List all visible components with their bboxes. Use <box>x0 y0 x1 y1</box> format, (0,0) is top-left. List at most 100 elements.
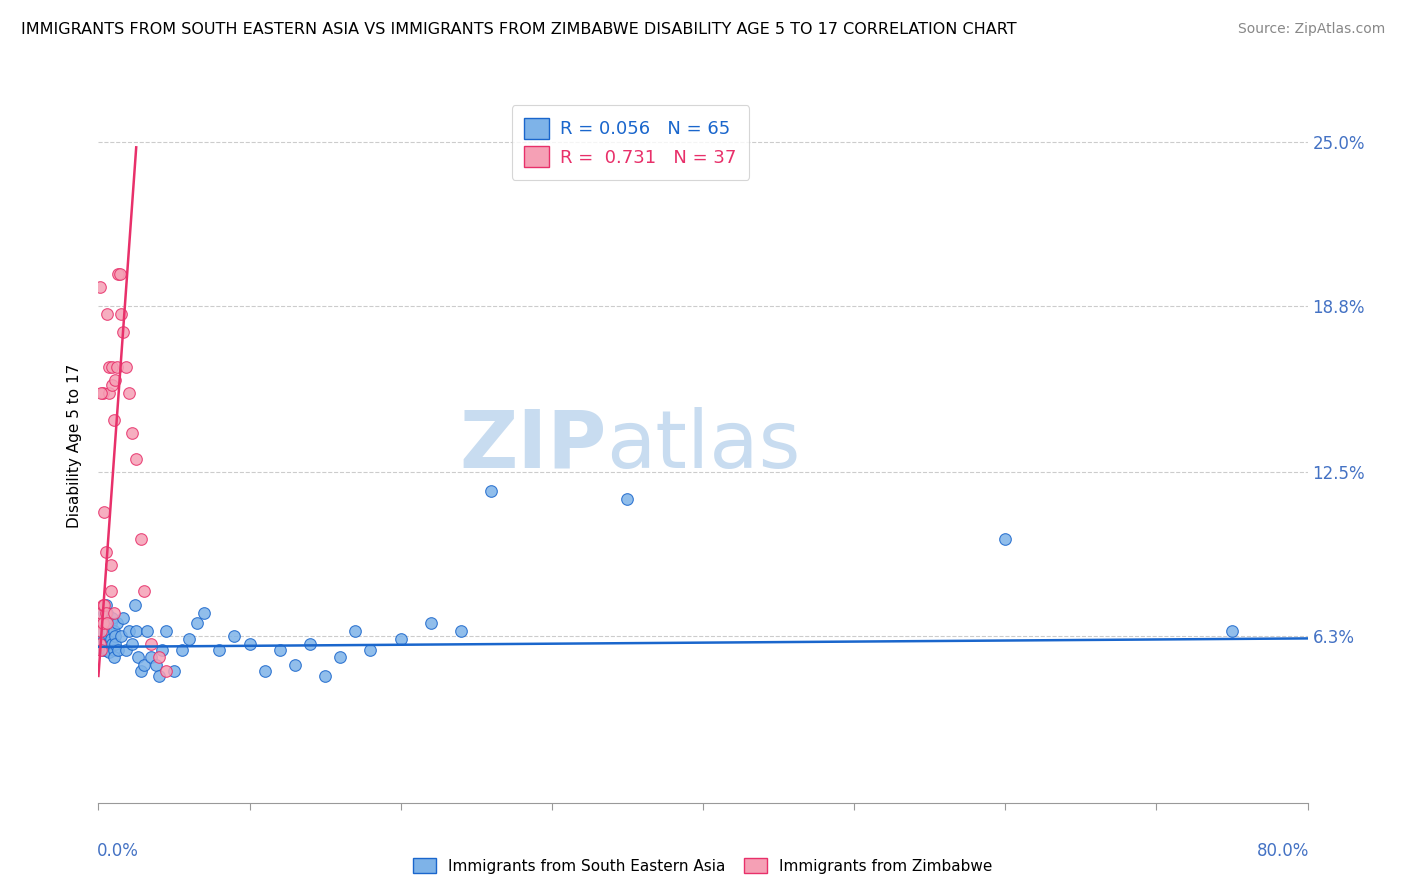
Point <box>284 658 307 673</box>
Point <box>103 650 125 665</box>
Point <box>110 629 132 643</box>
Point <box>103 606 125 620</box>
Point <box>179 632 201 646</box>
Point <box>141 650 163 665</box>
Point <box>132 584 155 599</box>
Text: 0.0%: 0.0% <box>97 842 139 860</box>
Point <box>450 624 472 638</box>
Point <box>98 645 121 659</box>
Point <box>163 664 186 678</box>
Point <box>389 632 412 646</box>
Point <box>108 267 131 281</box>
Point <box>193 606 215 620</box>
Text: ZIP: ZIP <box>458 407 606 485</box>
Point <box>94 637 117 651</box>
Point <box>145 658 167 673</box>
Point <box>103 412 125 426</box>
Point <box>125 624 148 638</box>
Point <box>994 532 1017 546</box>
Point <box>110 307 132 321</box>
Point <box>91 616 114 631</box>
Point <box>96 616 118 631</box>
Point <box>93 505 115 519</box>
Point <box>253 664 276 678</box>
Point <box>89 616 111 631</box>
Point <box>101 611 124 625</box>
Point <box>269 642 291 657</box>
Point <box>118 624 141 638</box>
Point <box>105 359 128 374</box>
Point <box>170 642 193 657</box>
Point <box>96 606 118 620</box>
Point <box>94 606 117 620</box>
Legend: Immigrants from South Eastern Asia, Immigrants from Zimbabwe: Immigrants from South Eastern Asia, Immi… <box>408 852 998 880</box>
Point <box>329 650 352 665</box>
Point <box>132 658 155 673</box>
Point <box>100 616 122 631</box>
Point <box>94 598 117 612</box>
Point <box>150 642 173 657</box>
Point <box>148 650 170 665</box>
Point <box>89 637 111 651</box>
Point <box>239 637 262 651</box>
Point <box>224 629 246 643</box>
Point <box>94 642 117 657</box>
Point <box>616 491 638 506</box>
Point <box>420 616 443 631</box>
Point <box>101 378 124 392</box>
Point <box>360 642 382 657</box>
Point <box>208 642 231 657</box>
Legend: R = 0.056   N = 65, R =  0.731   N = 37: R = 0.056 N = 65, R = 0.731 N = 37 <box>512 105 749 179</box>
Point <box>105 616 128 631</box>
Text: Source: ZipAtlas.com: Source: ZipAtlas.com <box>1237 22 1385 37</box>
Point <box>91 616 114 631</box>
Point <box>107 642 129 657</box>
Y-axis label: Disability Age 5 to 17: Disability Age 5 to 17 <box>67 364 83 528</box>
Point <box>98 629 121 643</box>
Point <box>96 642 118 657</box>
Point <box>100 584 122 599</box>
Text: 80.0%: 80.0% <box>1257 842 1309 860</box>
Point <box>89 624 111 638</box>
Point <box>93 598 115 612</box>
Point <box>104 629 127 643</box>
Point <box>104 373 127 387</box>
Text: atlas: atlas <box>606 407 800 485</box>
Point <box>124 598 146 612</box>
Point <box>481 483 503 498</box>
Point <box>1220 624 1243 638</box>
Point <box>91 598 114 612</box>
Point <box>91 386 114 401</box>
Point <box>129 664 152 678</box>
Text: IMMIGRANTS FROM SOUTH EASTERN ASIA VS IMMIGRANTS FROM ZIMBABWE DISABILITY AGE 5 : IMMIGRANTS FROM SOUTH EASTERN ASIA VS IM… <box>21 22 1017 37</box>
Point <box>93 632 115 646</box>
Point <box>98 624 121 638</box>
Point <box>90 642 112 657</box>
Point <box>100 558 122 572</box>
Point <box>121 637 143 651</box>
Point <box>96 616 118 631</box>
Point <box>94 545 117 559</box>
Point <box>129 532 152 546</box>
Point <box>101 359 124 374</box>
Point <box>107 267 129 281</box>
Point <box>155 664 177 678</box>
Point <box>127 650 149 665</box>
Point <box>90 624 112 638</box>
Point <box>90 386 112 401</box>
Point <box>90 606 112 620</box>
Point <box>314 669 336 683</box>
Point <box>101 637 124 651</box>
Point <box>98 359 121 374</box>
Point <box>111 326 134 340</box>
Point <box>148 669 170 683</box>
Point <box>299 637 322 651</box>
Point <box>118 386 141 401</box>
Point <box>186 616 208 631</box>
Point <box>89 280 111 294</box>
Point <box>100 632 122 646</box>
Point <box>114 359 136 374</box>
Point <box>98 386 121 401</box>
Point <box>141 637 163 651</box>
Point <box>155 624 177 638</box>
